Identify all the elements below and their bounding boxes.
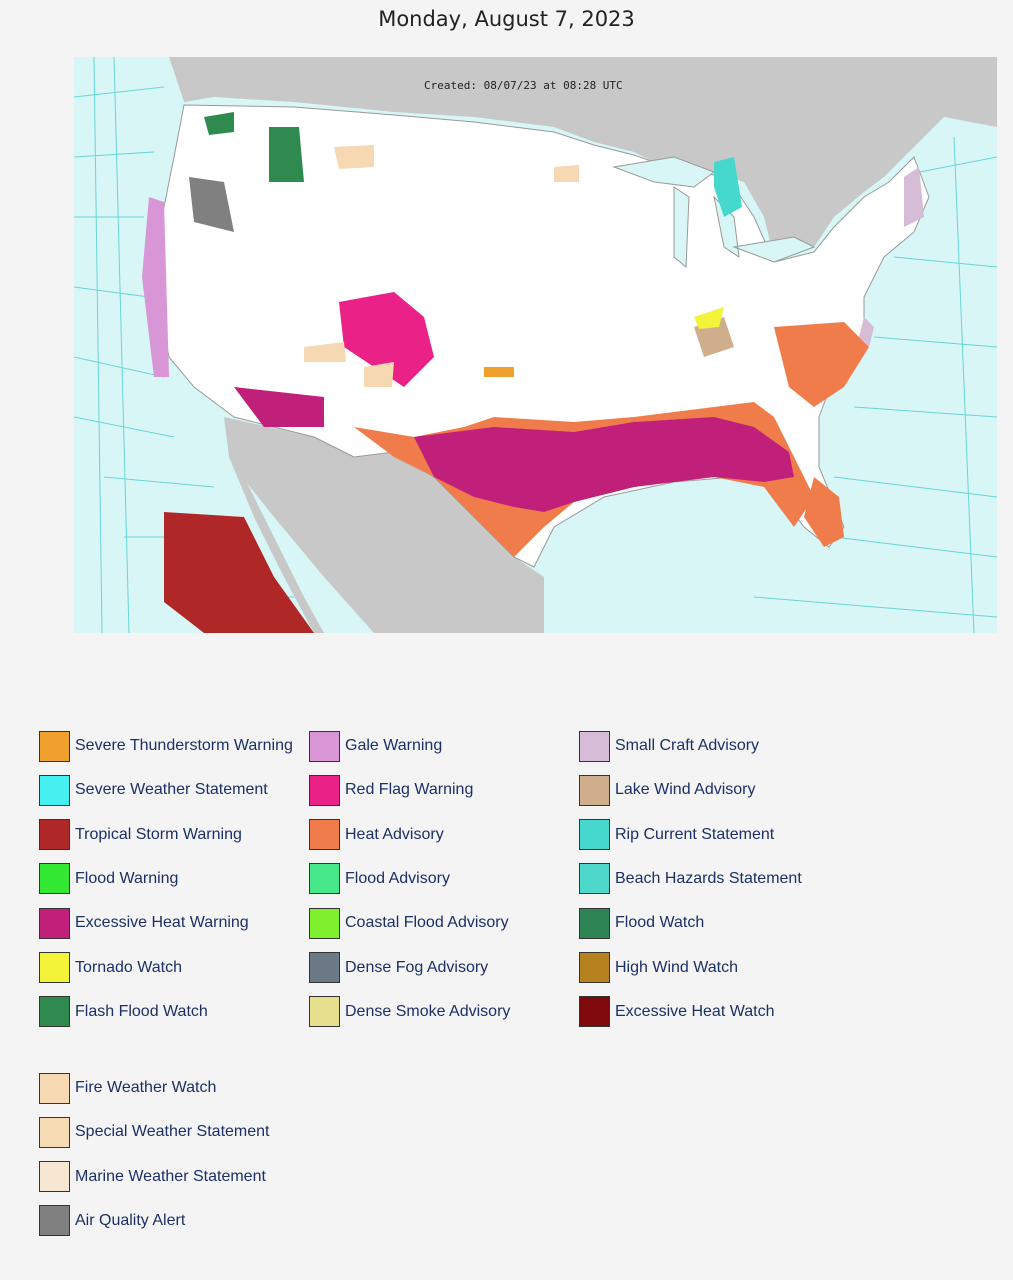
legend-label: Heat Advisory [345,825,444,843]
legend-swatch [39,774,70,806]
red-flag-area [339,292,434,387]
legend-item-flood-watch: Flood Watch [579,906,704,940]
legend-label: Flood Advisory [345,869,450,887]
legend-label: Tornado Watch [75,958,183,976]
legend-swatch [579,774,610,806]
legend-item-fire-weather-watch: Fire Weather Watch [39,1071,216,1105]
legend-item-red-flag-warning: Red Flag Warning [309,773,473,807]
legend-item-small-craft-advisory: Small Craft Advisory [579,729,759,763]
mexico-land [224,417,544,633]
legend-item-marine-weather-statement: Marine Weather Statement [39,1160,266,1194]
legend-item-flood-warning: Flood Warning [39,862,178,896]
legend-label: Rip Current Statement [615,825,775,843]
legend-swatch [39,1161,70,1193]
legend-label: Lake Wind Advisory [615,781,756,799]
created-timestamp: Created: 08/07/23 at 08:28 UTC [424,79,623,92]
legend-label: Air Quality Alert [75,1211,186,1229]
legend-item-excessive-heat-watch: Excessive Heat Watch [579,995,774,1029]
flash-flood-watch-area [204,112,304,182]
legend-swatch [579,730,610,762]
legend-item-beach-hazards-statement: Beach Hazards Statement [579,862,802,896]
legend-swatch [579,907,610,939]
tornado-watch-area [694,307,724,329]
legend-swatch [39,1116,70,1148]
legend-label: High Wind Watch [615,958,738,976]
canada-land [169,57,997,257]
excessive-heat-south [414,417,794,512]
legend-label: Dense Smoke Advisory [345,1002,511,1020]
legend-item-special-weather-statement: Special Weather Statement [39,1115,269,1149]
legend-swatch [309,907,340,939]
rip-current-area [714,157,742,217]
legend-item-lake-wind-advisory: Lake Wind Advisory [579,773,756,807]
legend-item-rip-current-statement: Rip Current Statement [579,818,774,852]
legend-label: Fire Weather Watch [75,1079,217,1096]
legend-swatch [39,819,70,851]
legend-label: Beach Hazards Statement [615,869,802,887]
great-lakes [612,156,816,269]
air-quality-area [189,177,234,232]
legend-swatch [579,952,610,983]
legend-item-flood-advisory: Flood Advisory [309,862,450,896]
legend-swatch [309,819,340,851]
legend-item-gale-warning: Gale Warning [309,729,442,763]
legend-item-flash-flood-watch: Flash Flood Watch [39,995,208,1029]
legend-item-severe-thunderstorm-warning: Severe Thunderstorm Warning [39,729,293,763]
legend-item-dense-fog-advisory: Dense Fog Advisory [309,951,488,985]
legend-label: Severe Thunderstorm Warning [75,737,293,754]
legend-swatch [39,863,70,895]
legend-swatch [39,907,70,939]
legend-item-tropical-storm-warning: Tropical Storm Warning [39,818,242,852]
legend-label: Small Craft Advisory [615,737,760,754]
small-craft-advisory-areas [859,167,924,347]
legend-label: Dense Fog Advisory [345,958,489,976]
legend-swatch [579,996,610,1028]
weather-hazards-map[interactable]: Created: 08/07/23 at 08:28 UTC [74,57,997,633]
legend-label: Tropical Storm Warning [75,825,242,843]
legend-label: Flood Warning [75,869,179,887]
legend-label: Excessive Heat Watch [615,1002,775,1020]
legend-swatch [39,1072,70,1104]
legend-item-dense-smoke-advisory: Dense Smoke Advisory [309,995,510,1029]
legend-label: Flash Flood Watch [75,1002,208,1020]
legend-label: Excessive Heat Warning [75,914,249,932]
excessive-heat-az [234,387,324,427]
legend-label: Red Flag Warning [345,781,474,799]
legend-swatch [39,952,70,983]
legend-item-heat-advisory: Heat Advisory [309,818,444,852]
legend-swatch [309,996,340,1028]
legend-label: Gale Warning [345,737,443,754]
legend-label: Flood Watch [615,914,705,932]
tropical-storm-warning-area [164,512,314,633]
severe-thunderstorm-area [484,367,514,377]
legend-swatch [579,863,610,895]
legend-item-high-wind-watch: High Wind Watch [579,951,738,985]
legend-swatch [309,952,340,983]
heat-advisory-carolinas [774,322,869,407]
legend-swatch [309,730,340,762]
legend-item-severe-weather-statement: Severe Weather Statement [39,773,268,807]
gale-warning-area [142,197,169,377]
legend-item-coastal-flood-advisory: Coastal Flood Advisory [309,906,509,940]
legend-swatch [39,1205,70,1237]
legend-item-excessive-heat-warning: Excessive Heat Warning [39,906,249,940]
legend-swatch [309,863,340,895]
page-title: Monday, August 7, 2023 [378,7,635,31]
legend-swatch [309,774,340,806]
legend-swatch [39,730,70,762]
legend-label: Severe Weather Statement [75,781,268,799]
legend-item-air-quality-alert: Air Quality Alert [39,1204,185,1238]
legend-swatch [39,996,70,1028]
legend-label: Coastal Flood Advisory [345,914,509,932]
legend-label: Special Weather Statement [75,1123,270,1141]
legend-item-tornado-watch: Tornado Watch [39,951,182,985]
heat-advisory-florida [804,477,844,547]
legend-swatch [579,819,610,851]
legend-label: Marine Weather Statement [75,1167,266,1185]
